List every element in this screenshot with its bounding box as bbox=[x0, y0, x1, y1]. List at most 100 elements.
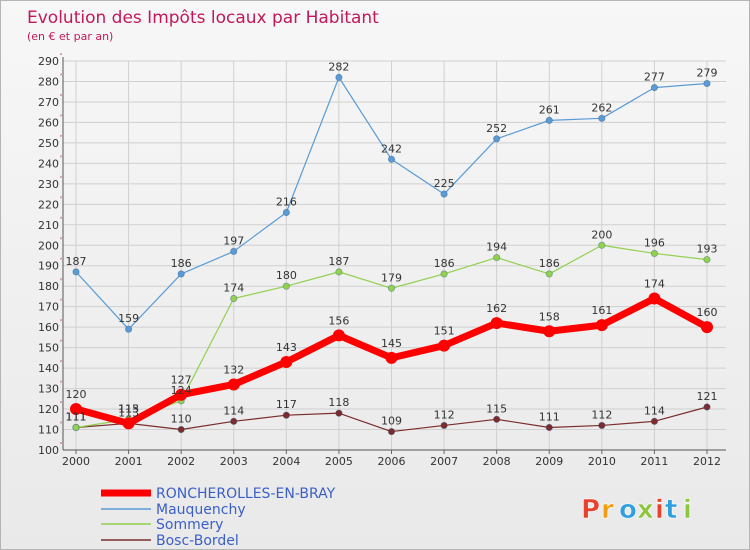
data-label: 117 bbox=[276, 398, 297, 411]
data-label: 115 bbox=[486, 402, 507, 415]
x-tick-label: 2011 bbox=[640, 455, 668, 468]
chart-subtitle: (en € et par an) bbox=[27, 30, 113, 43]
data-label: 158 bbox=[539, 310, 560, 323]
series-roncherolles-point bbox=[70, 403, 82, 416]
data-label: 261 bbox=[539, 103, 560, 116]
data-label: 114 bbox=[644, 404, 665, 417]
y-tick-label: 110 bbox=[38, 424, 59, 437]
data-label: 114 bbox=[223, 404, 244, 417]
series-roncherolles-point bbox=[175, 388, 188, 401]
logo-letter: i bbox=[655, 495, 664, 525]
series-sommery bbox=[72, 241, 711, 432]
y-tick-label: 270 bbox=[38, 96, 59, 109]
series-mauquenchy-point bbox=[545, 116, 553, 124]
y-tick-label: 260 bbox=[38, 116, 59, 129]
series-bosc-bordel-point bbox=[335, 409, 343, 417]
y-tick-label: 160 bbox=[38, 321, 59, 334]
x-tick-label: 2005 bbox=[325, 455, 353, 468]
data-label: 174 bbox=[644, 277, 665, 290]
chart-title: Evolution des Impôts locaux par Habitant bbox=[27, 8, 379, 28]
data-label: 200 bbox=[591, 228, 612, 241]
legend-label: RONCHEROLLES-EN-BRAY bbox=[156, 486, 336, 502]
series-bosc-bordel-point bbox=[650, 417, 659, 425]
y-tick-label: 150 bbox=[38, 342, 59, 355]
y-tick-label: 210 bbox=[38, 219, 59, 232]
axes bbox=[60, 53, 726, 451]
series-mauquenchy-point bbox=[282, 208, 290, 217]
data-label: 110 bbox=[171, 413, 192, 426]
series-sommery-point bbox=[387, 284, 396, 292]
data-label: 118 bbox=[328, 396, 349, 409]
data-label: 113 bbox=[118, 402, 139, 415]
legend-label: Mauquenchy bbox=[156, 502, 246, 518]
series-bosc-bordel-point bbox=[545, 423, 553, 432]
x-tick-label: 2003 bbox=[220, 455, 248, 468]
x-tick-label: 2000 bbox=[62, 455, 90, 468]
series-bosc-bordel-point bbox=[493, 415, 501, 423]
data-label: 124 bbox=[171, 384, 192, 397]
x-tick-label: 2006 bbox=[378, 455, 406, 468]
data-label: 174 bbox=[223, 281, 244, 294]
y-tick-label: 140 bbox=[38, 362, 59, 375]
data-label: 121 bbox=[697, 390, 718, 403]
y-tick-label: 170 bbox=[38, 301, 59, 314]
data-label: 112 bbox=[434, 408, 455, 421]
series-bosc-bordel-point bbox=[282, 411, 290, 419]
data-label: 109 bbox=[381, 415, 402, 428]
data-label: 197 bbox=[223, 234, 244, 247]
series-sommery-point bbox=[72, 423, 80, 432]
data-label: 151 bbox=[434, 325, 455, 338]
series-mauquenchy-point bbox=[124, 325, 133, 333]
y-tick-label: 240 bbox=[38, 157, 59, 170]
data-label: 194 bbox=[486, 241, 507, 254]
data-label: 112 bbox=[591, 408, 612, 421]
series-bosc-bordel-point bbox=[598, 421, 606, 430]
data-labels: 120 113 127 132 143 156 145 151 162 158 161 174 160 1… bbox=[66, 60, 718, 427]
series-mauquenchy-point bbox=[335, 73, 343, 81]
x-tick-label: 2007 bbox=[430, 455, 458, 468]
series-mauquenchy-point bbox=[72, 268, 80, 276]
series-roncherolles-point bbox=[701, 321, 713, 334]
logo-letter: o bbox=[619, 495, 637, 525]
data-label: 145 bbox=[381, 337, 402, 350]
data-label: 252 bbox=[486, 122, 507, 135]
x-tick-label: 2002 bbox=[167, 455, 195, 468]
series-sommery-point bbox=[335, 268, 343, 276]
series-mauquenchy-point bbox=[230, 247, 238, 256]
series-roncherolles-point bbox=[280, 355, 293, 368]
data-label: 277 bbox=[644, 71, 665, 84]
data-label: 186 bbox=[171, 257, 192, 270]
series-roncherolles-point bbox=[227, 378, 240, 391]
series-mauquenchy-point bbox=[177, 270, 185, 278]
x-tick-label: 2001 bbox=[115, 455, 143, 468]
y-tick-label: 190 bbox=[38, 260, 59, 273]
series-bosc-bordel-point bbox=[440, 421, 448, 430]
y-axis-ticks: 100 110 120 130 140 150 160 170 180 190 200 210 220 2… bbox=[38, 55, 59, 457]
y-tick-label: 250 bbox=[38, 137, 59, 150]
data-label: 111 bbox=[66, 410, 87, 423]
logo-letter: i bbox=[683, 495, 692, 525]
series-roncherolles-point bbox=[595, 319, 608, 332]
series-sommery-point bbox=[545, 270, 553, 278]
data-label: 113 bbox=[118, 406, 139, 419]
y-tick-label: 130 bbox=[38, 383, 59, 396]
x-tick-label: 2010 bbox=[588, 455, 616, 468]
series-roncherolles-point bbox=[332, 329, 345, 342]
series-bosc-bordel-point bbox=[703, 403, 711, 411]
y-tick-label: 280 bbox=[38, 75, 59, 88]
y-tick-label: 220 bbox=[38, 198, 59, 211]
series-sommery-point bbox=[230, 294, 238, 303]
series-bosc-bordel-point bbox=[177, 425, 185, 434]
series-bosc-bordel-point bbox=[387, 427, 396, 436]
data-label: 162 bbox=[486, 302, 507, 315]
series-group bbox=[70, 73, 713, 436]
data-label: 187 bbox=[328, 255, 349, 268]
data-label: 111 bbox=[539, 410, 560, 423]
y-tick-label: 180 bbox=[38, 280, 59, 293]
x-tick-label: 2004 bbox=[272, 455, 300, 468]
series-mauquenchy-point bbox=[650, 84, 659, 92]
series-sommery-point bbox=[598, 241, 606, 249]
data-label: 143 bbox=[276, 341, 297, 354]
